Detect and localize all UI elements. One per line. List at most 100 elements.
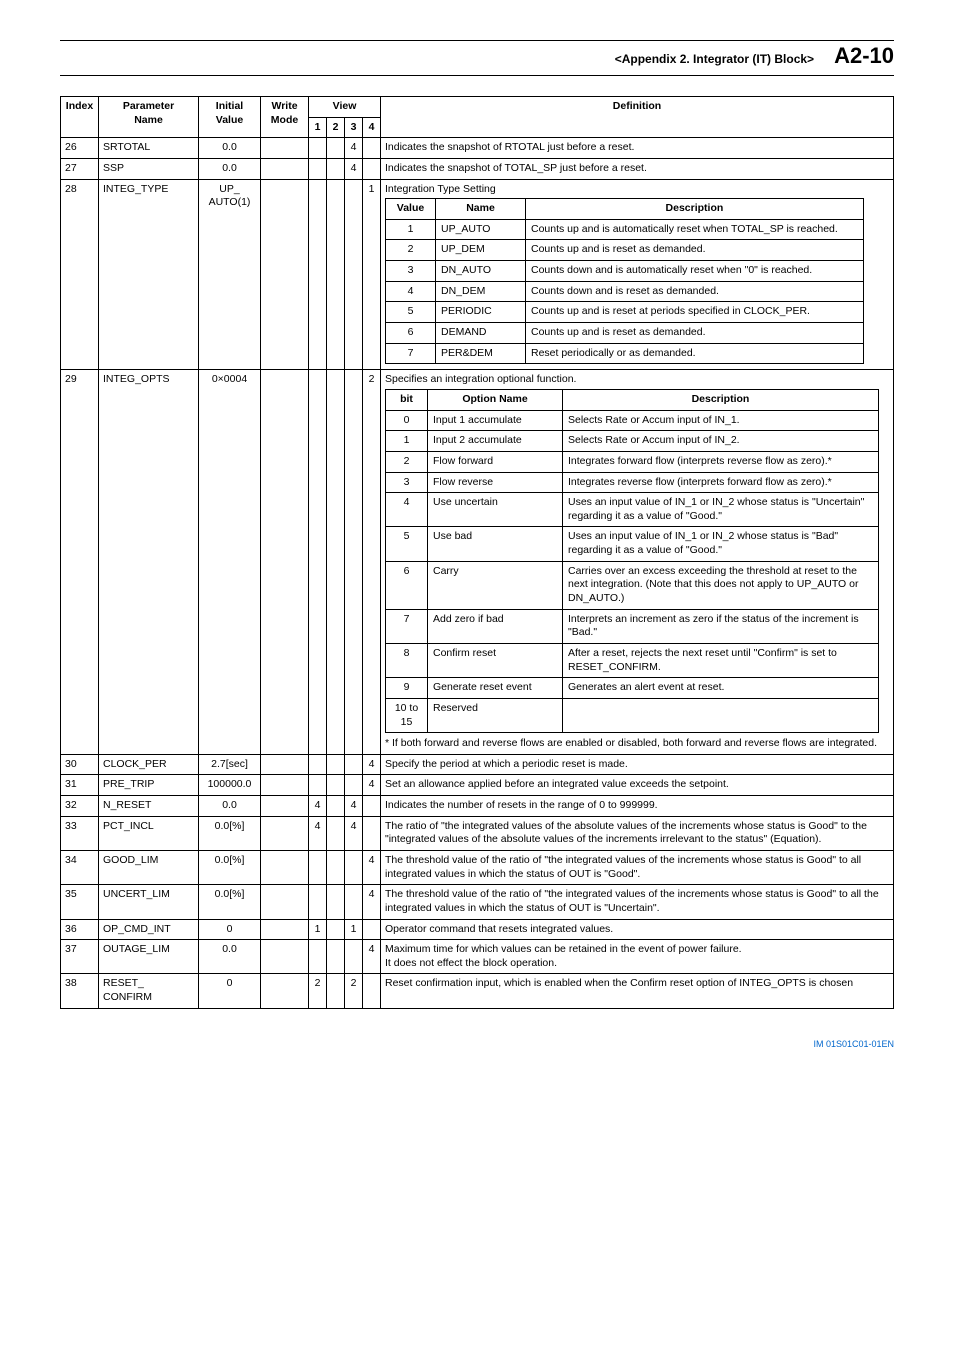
nested-row: 6DEMANDCounts up and is reset as demande… [386,323,864,344]
cell-def: Indicates the snapshot of RTOTAL just be… [381,138,894,159]
th-view-4: 4 [363,117,381,138]
cell-pname: N_RESET [99,796,199,817]
integ-type-table: Value Name Description 1UP_AUTOCounts up… [385,198,864,364]
th-bit: bit [386,389,428,410]
cell-wmode [261,179,309,370]
cell-def: Reset confirmation input, which is enabl… [381,974,894,1008]
cell-def: Specifies an integration optional functi… [381,370,894,754]
cell-v4 [363,816,381,850]
cell-v3 [345,179,363,370]
cell-wmode [261,138,309,159]
cell-v4 [363,919,381,940]
header-title: <Appendix 2. Integrator (IT) Block> [615,52,814,66]
header-rule-top [60,40,894,41]
cell-def: Indicates the number of resets in the ra… [381,796,894,817]
cell-v4: 4 [363,850,381,884]
cell-v1 [309,754,327,775]
table-row: 27 SSP 0.0 4 Indicates the snapshot of T… [61,158,894,179]
cell-ival: 0.0[%] [199,885,261,919]
cell-index: 33 [61,816,99,850]
cell-pname: PRE_TRIP [99,775,199,796]
nested-row: 3Flow reverseIntegrates reverse flow (in… [386,472,879,493]
table-row: 38 RESET_ CONFIRM 0 2 2 Reset confirmati… [61,974,894,1008]
cell-ival: 0.0 [199,138,261,159]
cell-ival: 100000.0 [199,775,261,796]
th-view-1: 1 [309,117,327,138]
cell-v4: 4 [363,940,381,974]
nested-row: 4Use uncertainUses an input value of IN_… [386,493,879,527]
cell-index: 30 [61,754,99,775]
cell-def: Integration Type Setting Value Name Desc… [381,179,894,370]
cell-pname: SSP [99,158,199,179]
cell-pname: PCT_INCL [99,816,199,850]
cell-index: 29 [61,370,99,754]
integ-opts-intro: Specifies an integration optional functi… [385,373,889,387]
nested-row: 0Input 1 accumulateSelects Rate or Accum… [386,410,879,431]
cell-index: 38 [61,974,99,1008]
th-definition: Definition [381,97,894,138]
cell-ival: 0.0[%] [199,816,261,850]
cell-v2 [327,158,345,179]
cell-ival: 0.0 [199,940,261,974]
cell-v2 [327,940,345,974]
page-footer: IM 01S01C01-01EN [60,1039,894,1049]
nested-row: 2UP_DEMCounts up and is reset as demande… [386,240,864,261]
integ-opts-note: * If both forward and reverse flows are … [385,737,889,751]
cell-v1: 2 [309,974,327,1008]
cell-pname: GOOD_LIM [99,850,199,884]
cell-v4: 1 [363,179,381,370]
cell-v2 [327,754,345,775]
cell-v2 [327,919,345,940]
cell-pname: INTEG_OPTS [99,370,199,754]
cell-v4: 4 [363,775,381,796]
cell-index: 37 [61,940,99,974]
th-option-name: Option Name [428,389,563,410]
cell-def: The threshold value of the ratio of "the… [381,885,894,919]
cell-v2 [327,850,345,884]
cell-index: 35 [61,885,99,919]
table-header: Index ParameterName InitialValue WriteMo… [61,97,894,138]
cell-wmode [261,940,309,974]
cell-v3 [345,370,363,754]
cell-ival: 0 [199,974,261,1008]
cell-pname: OP_CMD_INT [99,919,199,940]
th-description: Description [563,389,879,410]
cell-def: Specify the period at which a periodic r… [381,754,894,775]
cell-v4 [363,158,381,179]
cell-v4 [363,974,381,1008]
cell-wmode [261,754,309,775]
nested-row: 1Input 2 accumulateSelects Rate or Accum… [386,431,879,452]
cell-v3: 2 [345,974,363,1008]
nested-row: 4DN_DEMCounts down and is reset as deman… [386,281,864,302]
cell-index: 26 [61,138,99,159]
cell-wmode [261,816,309,850]
nested-row: 6CarryCarries over an excess exceeding t… [386,561,879,609]
cell-v1 [309,370,327,754]
cell-v2 [327,138,345,159]
nested-row: 5PERIODICCounts up and is reset at perio… [386,302,864,323]
header-page-number: A2-10 [834,43,894,69]
cell-wmode [261,974,309,1008]
cell-wmode [261,919,309,940]
cell-v3 [345,775,363,796]
cell-def: Maximum time for which values can be ret… [381,940,894,974]
cell-v3 [345,940,363,974]
cell-v1 [309,885,327,919]
nested-row: 1UP_AUTOCounts up and is automatically r… [386,219,864,240]
cell-index: 34 [61,850,99,884]
cell-v2 [327,885,345,919]
th-view-2: 2 [327,117,345,138]
table-row: 34 GOOD_LIM 0.0[%] 4 The threshold value… [61,850,894,884]
cell-wmode [261,885,309,919]
cell-wmode [261,775,309,796]
th-initial-value: InitialValue [199,97,261,138]
cell-def: Operator command that resets integrated … [381,919,894,940]
cell-v3: 4 [345,796,363,817]
nested-row: 10 to 15Reserved [386,698,879,732]
cell-v4: 4 [363,754,381,775]
cell-pname: RESET_ CONFIRM [99,974,199,1008]
cell-v2 [327,370,345,754]
th-write-mode: WriteMode [261,97,309,138]
cell-v3 [345,885,363,919]
table-row: 31 PRE_TRIP 100000.0 4 Set an allowance … [61,775,894,796]
